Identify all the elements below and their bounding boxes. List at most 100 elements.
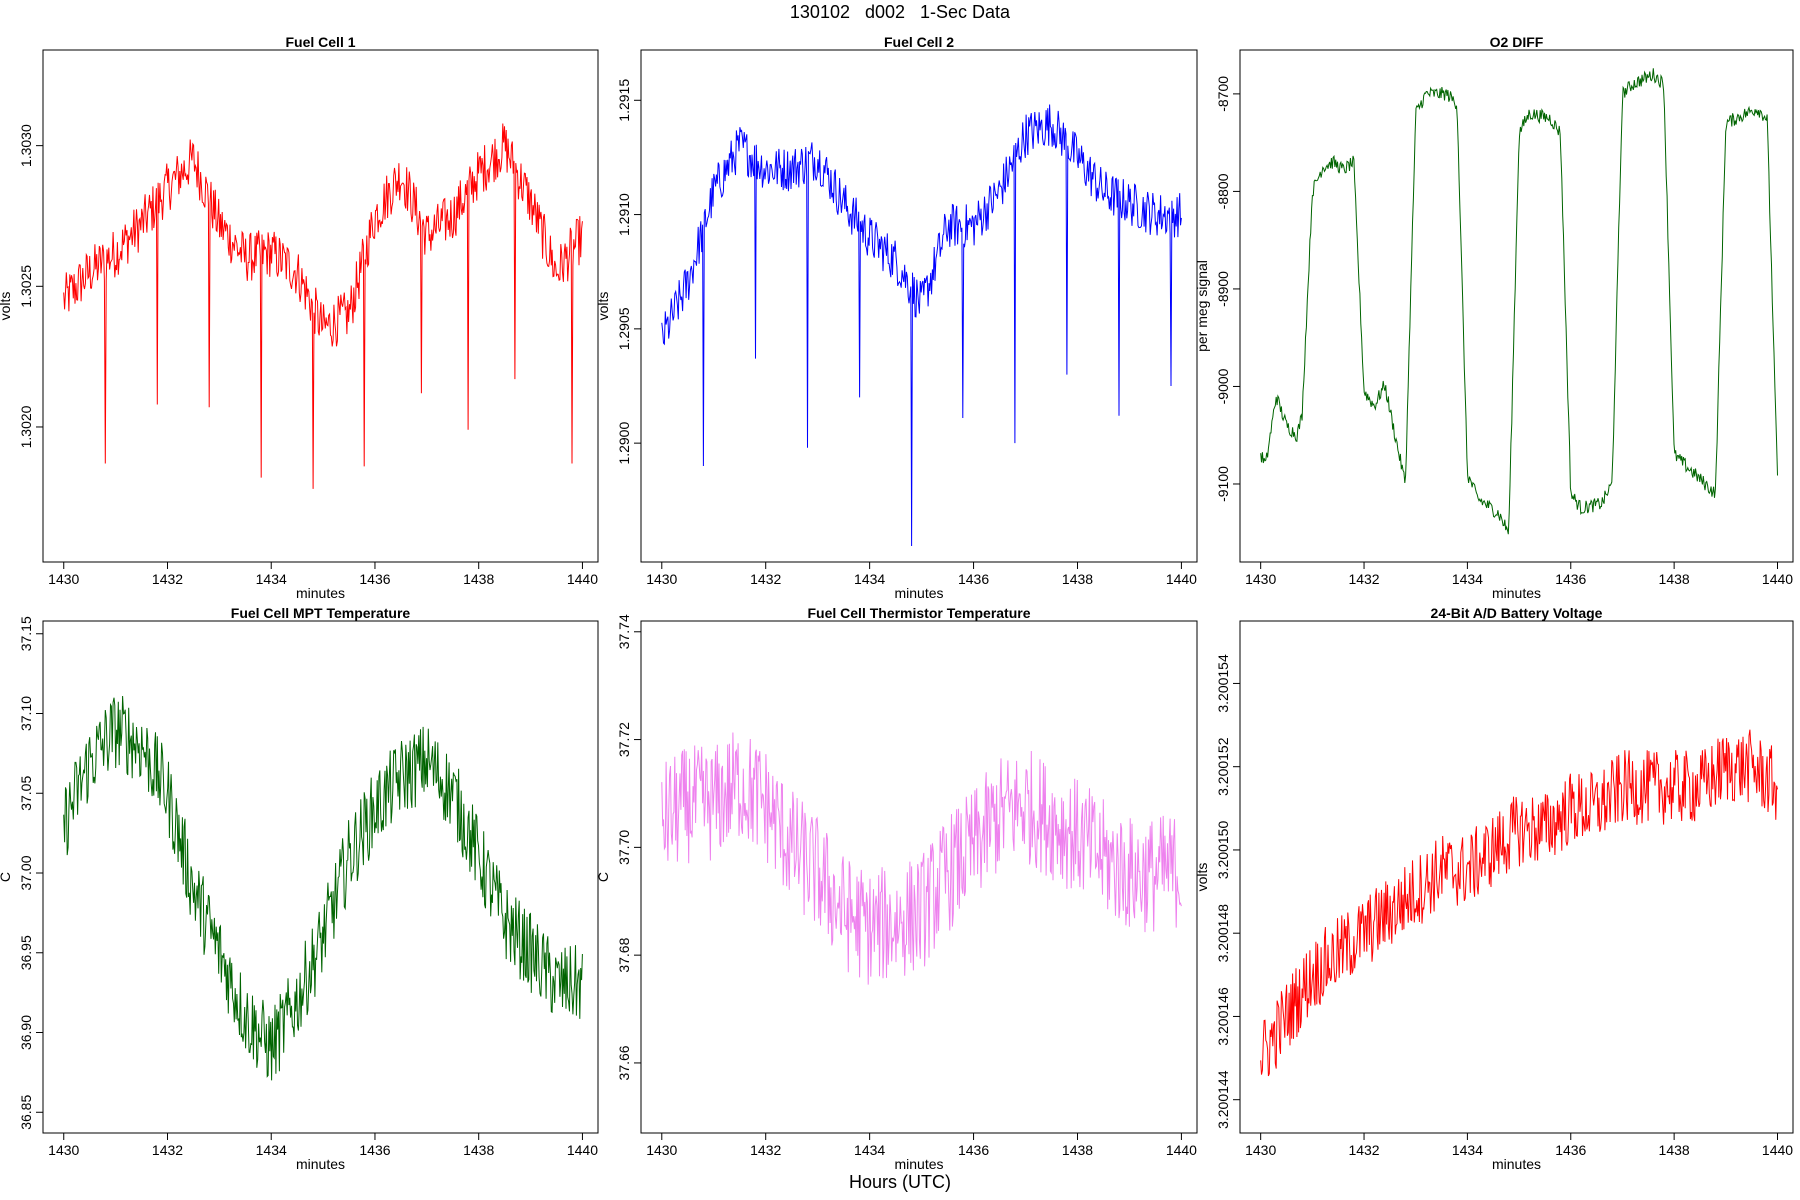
y-tick-label: 36.90 (18, 1015, 34, 1050)
x-tick-label: 1430 (646, 1142, 677, 1158)
x-axis-label: minutes (894, 585, 943, 601)
plot-frame (640, 49, 1198, 563)
y-tick-label: 3.200154 (1215, 654, 1231, 713)
plot-frame (42, 49, 599, 563)
x-tick-label: 1432 (750, 1142, 781, 1158)
y-tick-label: 37.70 (616, 830, 632, 865)
y-tick-label: 37.66 (616, 1045, 632, 1080)
y-tick-label: 1.2910 (616, 193, 632, 236)
x-tick-label: 1430 (48, 571, 79, 587)
x-tick-label: 1434 (1452, 571, 1483, 587)
chart-panel-6: 24-Bit A/D Battery Voltage 1430 1432 1434 14… (1194, 605, 1794, 1172)
plot-title: Fuel Cell 2 (884, 34, 954, 50)
plot-title: Fuel Cell Thermistor Temperature (807, 605, 1030, 621)
series-line (661, 732, 1182, 985)
y-tick-label: 3.200150 (1215, 821, 1231, 880)
x-tick-label: 1432 (1348, 571, 1379, 587)
y-tick-label: -8900 (1215, 271, 1231, 307)
x-tick-label: 1432 (152, 571, 183, 587)
chart-panel-3: O2 DIFF 1430 1432 1434 1436 1438 1440 minutes -9… (1194, 34, 1794, 601)
x-tick-label: 1434 (256, 1142, 287, 1158)
x-tick-label: 1430 (1245, 571, 1276, 587)
x-tick-label: 1436 (359, 571, 390, 587)
chart-panel-2: Fuel Cell 2 1430 1432 1434 1436 1438 1440 minut… (595, 34, 1198, 601)
x-tick-label: 1432 (750, 571, 781, 587)
y-axis-label: C (0, 872, 13, 882)
y-tick-label: 37.05 (18, 776, 34, 811)
plot-title: Fuel Cell 1 (285, 34, 355, 50)
y-tick-label: 1.2900 (616, 422, 632, 465)
x-tick-label: 1438 (1062, 1142, 1093, 1158)
y-tick-label: -8800 (1215, 173, 1231, 209)
series-line (1260, 729, 1778, 1077)
x-tick-label: 1434 (256, 571, 287, 587)
x-tick-label: 1434 (854, 571, 885, 587)
x-tick-label: 1438 (463, 1142, 494, 1158)
x-tick-label: 1436 (1555, 1142, 1586, 1158)
plot-frame (1239, 49, 1794, 563)
x-tick-label: 1432 (152, 1142, 183, 1158)
x-tick-label: 1438 (1062, 571, 1093, 587)
y-axis-label: volts (0, 292, 13, 321)
chart-panel-5: Fuel Cell Thermistor Temperature 1430 1432… (595, 605, 1198, 1172)
x-tick-label: 1440 (1166, 571, 1197, 587)
y-tick-label: -8700 (1215, 76, 1231, 112)
y-axis-label: volts (1194, 863, 1210, 892)
x-axis-footer-label: Hours (UTC) (849, 1172, 951, 1192)
plot-frame (42, 620, 599, 1134)
y-tick-label: 1.2905 (616, 307, 632, 350)
x-tick-label: 1434 (854, 1142, 885, 1158)
series-line (661, 104, 1182, 547)
y-tick-label: 3.200152 (1215, 737, 1231, 796)
y-tick-label: 37.74 (616, 614, 632, 649)
x-tick-label: 1438 (1659, 571, 1690, 587)
plot-title: Fuel Cell MPT Temperature (231, 605, 411, 621)
y-tick-label: 1.3020 (18, 405, 34, 448)
x-tick-label: 1440 (1166, 1142, 1197, 1158)
plot-frame (1239, 620, 1794, 1134)
y-tick-label: 3.200146 (1215, 987, 1231, 1046)
series-line (63, 695, 583, 1081)
y-tick-label: 1.2915 (616, 79, 632, 122)
x-tick-label: 1438 (463, 571, 494, 587)
y-tick-label: 37.10 (18, 696, 34, 731)
x-tick-label: 1434 (1452, 1142, 1483, 1158)
x-axis-label: minutes (296, 1156, 345, 1172)
y-tick-label: 36.85 (18, 1095, 34, 1130)
x-tick-label: 1430 (646, 571, 677, 587)
y-tick-label: 1.3025 (18, 265, 34, 308)
y-tick-label: 37.68 (616, 937, 632, 972)
x-tick-label: 1440 (1762, 571, 1793, 587)
page-title: 130102 d002 1-Sec Data (789, 2, 1011, 22)
plot-title: O2 DIFF (1490, 34, 1544, 50)
x-tick-label: 1440 (1762, 1142, 1793, 1158)
series-line (1260, 68, 1778, 535)
y-axis-label: C (595, 872, 611, 882)
chart-panel-1: Fuel Cell 1 1430 1432 1434 1436 1438 1440 minut… (0, 34, 599, 601)
y-tick-label: 3.200144 (1215, 1070, 1231, 1129)
x-axis-label: minutes (296, 585, 345, 601)
chart-panel-4: Fuel Cell MPT Temperature 1430 1432 1434 143… (0, 605, 599, 1172)
y-axis-label: volts (595, 292, 611, 321)
x-tick-label: 1430 (48, 1142, 79, 1158)
y-tick-label: 37.00 (18, 855, 34, 890)
x-tick-label: 1440 (567, 1142, 598, 1158)
plot-frame (640, 620, 1198, 1134)
plot-title: 24-Bit A/D Battery Voltage (1431, 605, 1603, 621)
x-tick-label: 1440 (567, 571, 598, 587)
x-tick-label: 1436 (958, 571, 989, 587)
x-axis-label: minutes (1492, 585, 1541, 601)
x-axis-label: minutes (894, 1156, 943, 1172)
x-tick-label: 1436 (359, 1142, 390, 1158)
x-axis-label: minutes (1492, 1156, 1541, 1172)
y-tick-label: 37.15 (18, 616, 34, 651)
x-tick-label: 1430 (1245, 1142, 1276, 1158)
y-tick-label: -9000 (1215, 368, 1231, 404)
y-axis-label: per meg signal (1194, 260, 1210, 352)
y-tick-label: 1.3030 (18, 124, 34, 167)
y-tick-label: -9100 (1215, 466, 1231, 502)
x-tick-label: 1436 (1555, 571, 1586, 587)
x-tick-label: 1436 (958, 1142, 989, 1158)
series-line (63, 123, 583, 489)
